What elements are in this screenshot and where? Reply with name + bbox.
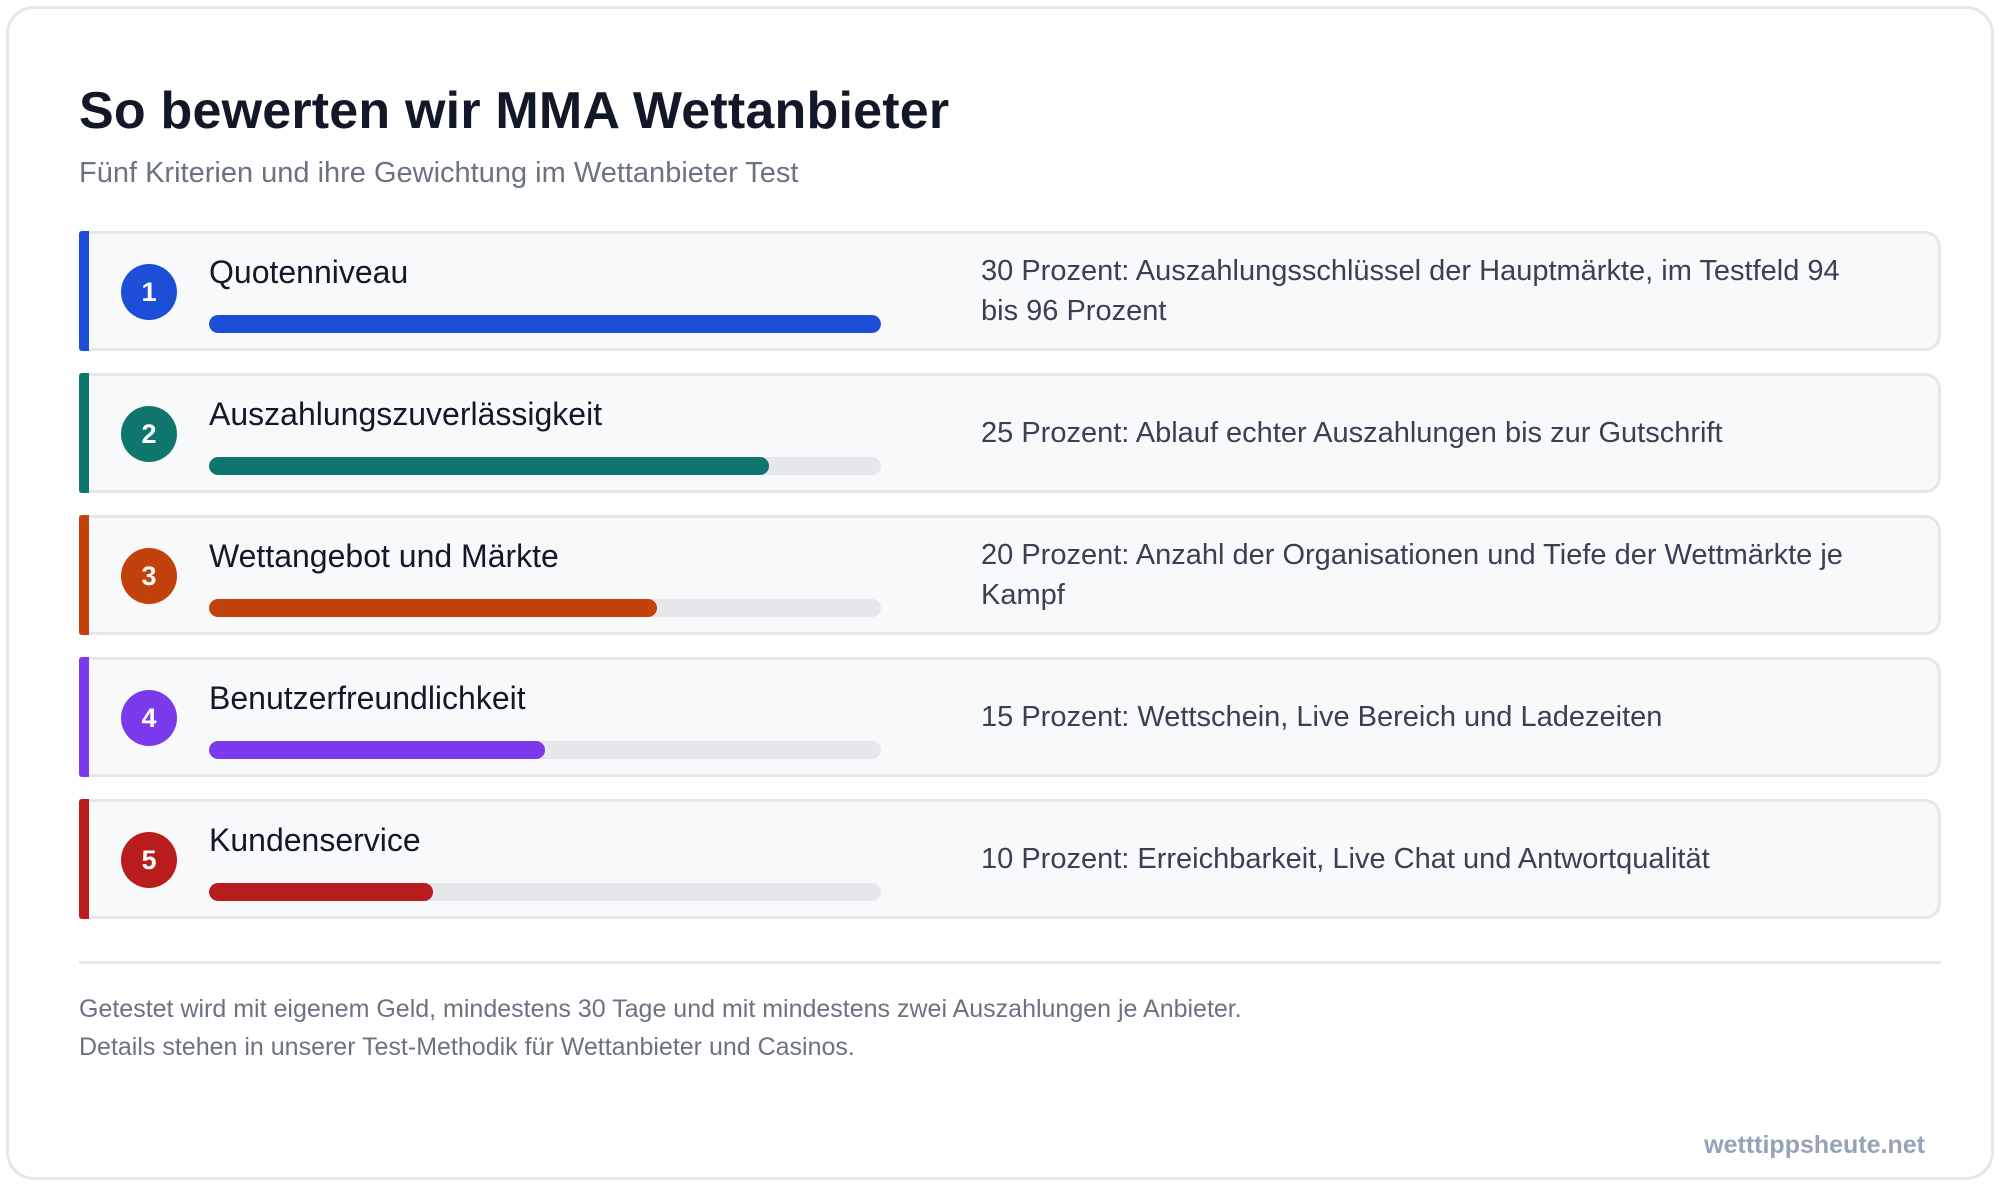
divider [79,961,1941,964]
criterion-accent-bar [79,657,89,777]
weight-bar-fill [209,315,881,333]
criterion-number-badge: 1 [121,264,177,320]
criterion-description: 20 Prozent: Anzahl der Organisationen un… [981,539,1843,611]
weight-bar-track [209,883,881,901]
weight-bar-fill [209,599,657,617]
page-title: So bewerten wir MMA Wettanbieter [79,82,950,140]
criterion-name: Benutzerfreundlichkeit [209,680,526,716]
criterion-name: Kundenservice [209,822,421,858]
criterion-accent-bar [79,799,89,919]
criterion-row: 5 Kundenservice 10 Prozent: Erreichbarke… [79,799,1941,919]
footer-note-line-1: Getestet wird mit eigenem Geld, mindeste… [79,995,1242,1023]
criterion-row: 1 Quotenniveau 30 Prozent: Auszahlungssc… [79,231,1941,351]
criterion-accent-bar [79,373,89,493]
criterion-name: Wettangebot und Märkte [209,538,559,574]
criterion-name: Auszahlungszuverlässigkeit [209,396,603,432]
criterion-row: 4 Benutzerfreundlichkeit 15 Prozent: Wet… [79,657,1941,777]
criterion-accent-bar [79,515,89,635]
weight-bar-fill [209,883,433,901]
criterion-accent-bar [79,231,89,351]
criteria-list: 1 Quotenniveau 30 Prozent: Auszahlungssc… [79,231,1941,941]
footer-note-line-2: Details stehen in unserer Test-Methodik … [79,1033,855,1061]
weight-bar-track [209,599,881,617]
weight-bar-fill [209,741,545,759]
criterion-description: 25 Prozent: Ablauf echter Auszahlungen b… [981,417,1723,449]
weight-bar-fill [209,457,769,475]
criterion-description: 30 Prozent: Auszahlungsschlüssel der Hau… [981,255,1840,327]
criterion-row: 2 Auszahlungszuverlässigkeit 25 Prozent:… [79,373,1941,493]
criterion-number-badge: 3 [121,548,177,604]
criterion-name: Quotenniveau [209,254,409,290]
criterion-row: 3 Wettangebot und Märkte 20 Prozent: Anz… [79,515,1941,635]
criterion-description: 15 Prozent: Wettschein, Live Bereich und… [981,701,1663,733]
weight-bar-track [209,457,881,475]
weight-bar-track [209,741,881,759]
weight-bar-track [209,315,881,333]
infographic-card: So bewerten wir MMA Wettanbieter Fünf Kr… [6,6,1994,1180]
criterion-number-badge: 5 [121,832,177,888]
criterion-number-badge: 4 [121,690,177,746]
criterion-description: 10 Prozent: Erreichbarkeit, Live Chat un… [981,843,1710,875]
page-subtitle: Fünf Kriterien und ihre Gewichtung im We… [79,157,799,189]
criterion-number-badge: 2 [121,406,177,462]
brand-label: wetttippsheute.net [1704,1131,1925,1159]
